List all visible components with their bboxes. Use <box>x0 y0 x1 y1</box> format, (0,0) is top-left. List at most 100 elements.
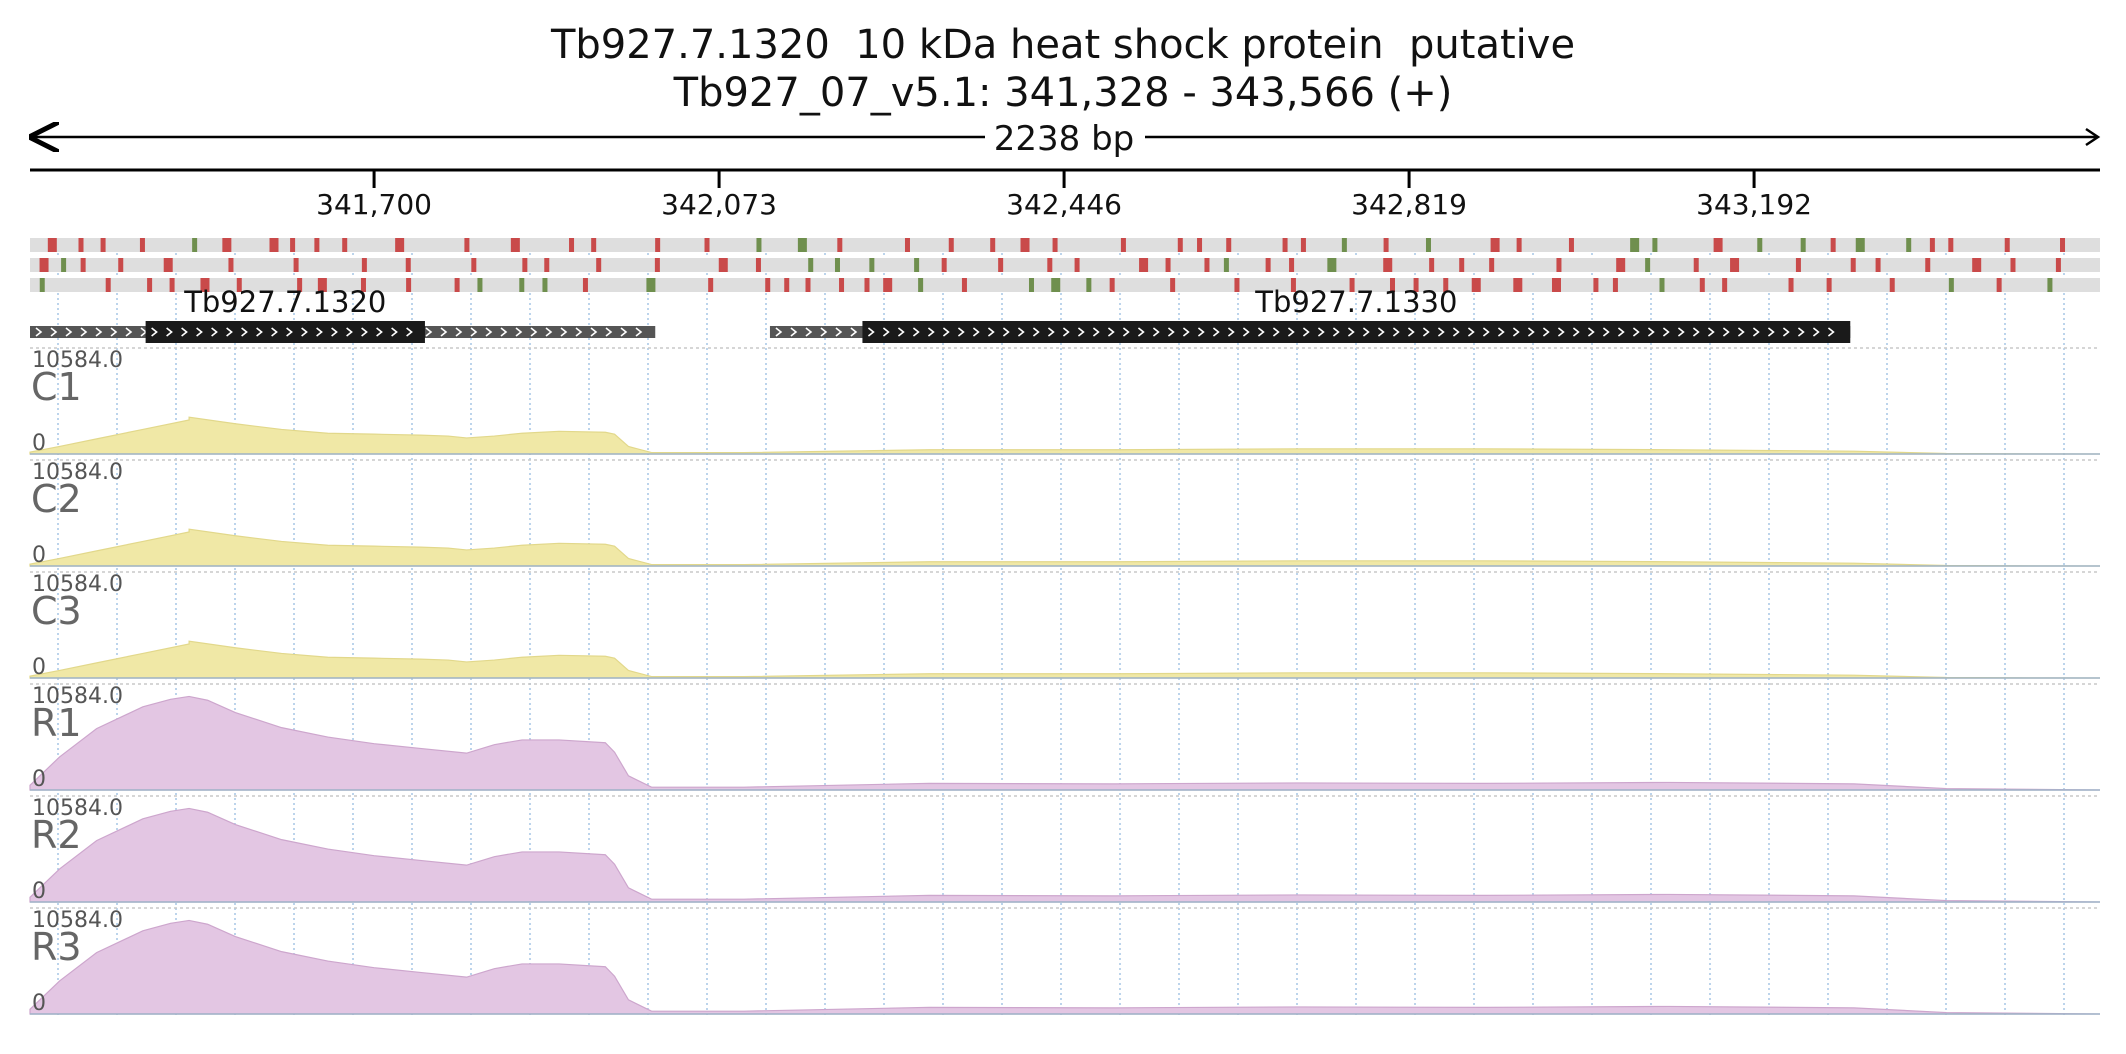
variant-mark <box>1234 278 1240 292</box>
variant-mark <box>1383 238 1389 252</box>
strand-chevron <box>181 327 188 337</box>
variant-mark <box>519 278 525 292</box>
variant-mark <box>864 278 870 292</box>
strand-chevron <box>805 327 813 337</box>
strand-chevron <box>1557 327 1565 337</box>
strand-chevron <box>125 327 133 337</box>
ruler-tick-label: 342,819 <box>1351 188 1467 221</box>
variant-mark <box>1341 238 1347 252</box>
strand-chevron <box>1422 327 1430 337</box>
span-arrow-head <box>2085 127 2101 147</box>
strand-chevron <box>256 327 263 337</box>
strand-chevron <box>1182 327 1190 337</box>
strand-chevron <box>1527 327 1535 337</box>
strand-chevron <box>1287 327 1295 337</box>
strand-chevron <box>1752 327 1760 337</box>
variant-mark <box>1471 278 1481 292</box>
track-name-label: R3 <box>31 925 82 969</box>
strand-chevron <box>530 327 538 337</box>
strand-chevron <box>1812 327 1820 337</box>
variant-mark <box>1300 238 1306 252</box>
coverage-area <box>29 807 2101 903</box>
variant-mark <box>200 278 210 292</box>
variant-mark <box>990 238 996 252</box>
variant-mark <box>342 238 348 252</box>
track-ymin-label: 0 <box>32 991 46 1016</box>
strand-chevron <box>1482 327 1490 337</box>
variant-mark <box>510 238 520 252</box>
variant-mark <box>1996 278 2002 292</box>
track-ymin-label: 0 <box>32 431 46 456</box>
strand-chevron <box>1302 327 1310 337</box>
variant-mark <box>163 258 173 272</box>
variant-mark <box>297 278 303 292</box>
strand-chevron <box>1797 327 1805 337</box>
track-ymax-label: 10584.0 <box>32 460 123 485</box>
strand-chevron <box>1407 327 1415 337</box>
variant-mark <box>655 238 661 252</box>
variant-mark <box>1425 238 1431 252</box>
figure-title-locus: Tb927_07_v5.1: 341,328 - 343,566 (+) <box>673 70 1453 116</box>
strand-chevron <box>485 327 493 337</box>
variant-mark <box>1929 238 1935 252</box>
coverage-area <box>29 640 2101 679</box>
variant-mark <box>471 258 477 272</box>
strand-chevron <box>1497 327 1505 337</box>
strand-chevron <box>361 327 368 337</box>
variant-mark <box>582 278 588 292</box>
variant-mark <box>228 258 234 272</box>
strand-chevron <box>850 327 858 337</box>
variant-mark <box>1226 238 1232 252</box>
strand-chevron <box>1392 327 1400 337</box>
variant-mark <box>361 258 367 272</box>
strand-chevron <box>820 327 828 337</box>
variant-mark <box>118 258 124 272</box>
variant-mark <box>1223 258 1229 272</box>
ruler-tick-label: 342,446 <box>1006 188 1122 221</box>
variant-mark <box>1327 258 1337 272</box>
variant-mark <box>290 238 296 252</box>
track-name-label: C3 <box>31 589 82 633</box>
strand-chevron <box>1167 327 1175 337</box>
variant-mark <box>1429 258 1435 272</box>
variant-mark <box>918 278 924 292</box>
variant-mark <box>646 278 656 292</box>
variant-mark <box>1889 278 1895 292</box>
variant-mark <box>1855 238 1865 252</box>
variant-mark <box>80 258 86 272</box>
strand-chevron <box>1677 327 1685 337</box>
strand-chevron <box>1572 327 1580 337</box>
variant-mark <box>1722 278 1728 292</box>
strand-chevron <box>1782 327 1790 337</box>
strand-chevron <box>1767 327 1775 337</box>
strand-chevron <box>897 327 905 337</box>
strand-chevron <box>1227 327 1235 337</box>
strand-chevron <box>1002 327 1010 337</box>
variant-mark <box>1139 258 1149 272</box>
variant-mark <box>805 278 811 292</box>
strand-chevron <box>301 327 308 337</box>
strand-chevron <box>1032 327 1040 337</box>
variant-mark <box>78 238 84 252</box>
strand-chevron <box>271 327 278 337</box>
variant-mark <box>1177 238 1183 252</box>
strand-chevron <box>346 327 353 337</box>
variant-mark <box>1645 258 1651 272</box>
variant-mark <box>61 258 67 272</box>
track-ymax-label: 10584.0 <box>32 572 123 597</box>
variant-mark <box>314 238 320 252</box>
strand-chevron <box>95 327 103 337</box>
variant-mark <box>904 238 910 252</box>
strand-chevron <box>1722 327 1730 337</box>
span-label: 2238 bp <box>994 119 1135 159</box>
strand-chevron <box>1047 327 1055 337</box>
strand-chevron <box>455 327 463 337</box>
variant-mark <box>1020 238 1030 252</box>
variant-mark <box>839 278 845 292</box>
variant-mark <box>1516 238 1522 252</box>
variant-mark <box>1652 238 1658 252</box>
variant-mark <box>1289 258 1295 272</box>
figure-title-gene: Tb927.7.1320 10 kDa heat shock protein p… <box>550 22 1576 68</box>
variant-mark <box>708 278 714 292</box>
